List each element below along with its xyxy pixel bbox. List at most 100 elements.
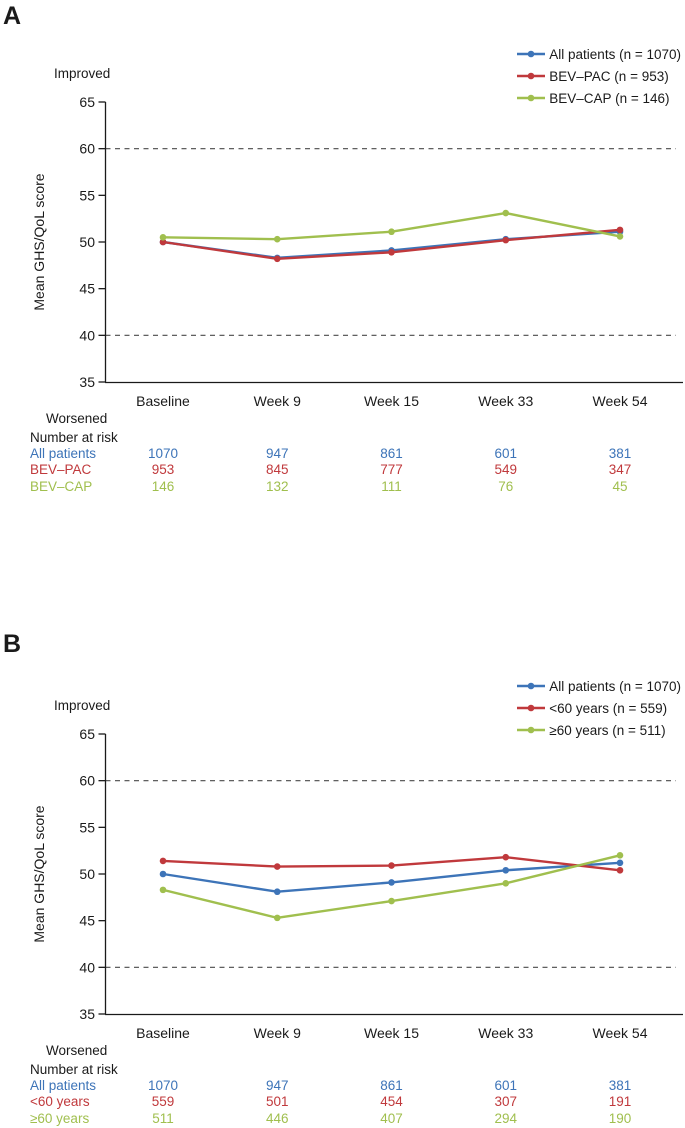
worsened-label: Worsened (46, 1043, 108, 1058)
data-point (502, 853, 510, 861)
risk-row-label: All patients (30, 1078, 97, 1093)
y-tick-label: 35 (79, 374, 95, 390)
line-chart: 35 40 45 50 55 60 65 Mean GHS/QoL score Baseline… (31, 726, 683, 1041)
data-point (502, 866, 510, 874)
risk-value: 191 (608, 1094, 632, 1110)
risk-value: 132 (265, 478, 289, 494)
data-point (273, 914, 281, 922)
panel-a: A All patients (n = 1070) BEV–PAC (n = 95… (0, 2, 685, 494)
data-point (388, 897, 395, 905)
panel-label: B (3, 630, 22, 658)
risk-value: 549 (494, 462, 518, 478)
risk-value: 501 (265, 1094, 289, 1110)
panel-content: All patients (n = 1070) <60 years (n = 55… (0, 632, 685, 1128)
data-point (273, 863, 281, 870)
risk-value: 947 (265, 1078, 289, 1093)
legend-item: All patients (n = 1070) (516, 47, 681, 62)
y-tick-label: 40 (79, 959, 95, 975)
x-tick-label: Week 9 (254, 393, 301, 409)
risk-value: 446 (265, 1110, 289, 1126)
legend-label: BEV–PAC (n = 953) (549, 68, 669, 84)
data-point (502, 236, 510, 244)
risk-row-label: <60 years (30, 1094, 90, 1110)
data-point (159, 870, 167, 878)
x-tick-label: Week 54 (593, 393, 648, 409)
data-point (616, 859, 624, 867)
risk-row-label: BEV–CAP (30, 478, 93, 494)
risk-value: 307 (494, 1094, 518, 1110)
risk-value: 947 (265, 446, 289, 461)
data-point (616, 233, 624, 240)
risk-value: 45 (612, 478, 628, 494)
risk-row-label: BEV–PAC (30, 462, 92, 478)
legend-item: ≥60 years (n = 511) (516, 722, 681, 738)
risk-value: 146 (151, 478, 175, 494)
legend-marker-icon (517, 726, 546, 734)
y-tick-label: 50 (79, 866, 95, 882)
y-tick-label: 65 (79, 726, 95, 742)
y-tick-label: 60 (79, 773, 95, 789)
data-point (159, 886, 167, 894)
risk-row: All patients 1070 947 861 601 381 (0, 1078, 685, 1093)
legend-marker-icon (517, 72, 546, 80)
risk-value: 1070 (147, 446, 179, 461)
y-axis-title: Mean GHS/QoL score (31, 805, 47, 942)
worsened-label: Worsened (46, 411, 108, 426)
data-point (616, 852, 624, 859)
number-at-risk-table: All patients 1070 947 861 601 381 <60 years 559… (0, 632, 685, 1128)
number-at-risk-label: Number at risk (30, 1062, 118, 1077)
legend-label: All patients (n = 1070) (549, 678, 681, 694)
y-tick-label: 55 (79, 819, 95, 835)
risk-value: 559 (151, 1094, 175, 1110)
panel-content: All patients (n = 1070) BEV–PAC (n = 953)… (0, 47, 685, 494)
risk-value: 454 (380, 1094, 403, 1110)
risk-row: BEV–PAC 953 845 777 549 347 (0, 462, 685, 477)
risk-value: 381 (608, 1078, 632, 1093)
risk-row: ≥60 years 511 446 407 294 190 (0, 1111, 685, 1126)
x-tick-label: Week 33 (478, 1025, 533, 1041)
chart-legend: All patients (n = 1070) BEV–PAC (n = 953)… (516, 47, 681, 113)
risk-value: 601 (494, 1078, 518, 1093)
panel-label: A (3, 2, 22, 30)
risk-row-label: All patients (30, 446, 97, 461)
line-chart: 35 40 45 50 55 60 65 Mean GHS/QoL score Baseline… (31, 94, 683, 409)
chart-legend: All patients (n = 1070) <60 years (n = 55… (516, 679, 681, 745)
risk-value: 861 (380, 1078, 403, 1093)
risk-value: 601 (494, 446, 518, 461)
data-point (502, 209, 510, 217)
y-tick-label: 45 (79, 281, 95, 297)
data-point (273, 888, 281, 896)
x-tick-label: Baseline (136, 393, 190, 409)
data-point (388, 879, 395, 886)
x-tick-label: Week 15 (364, 393, 419, 409)
risk-value: 1070 (147, 1078, 179, 1093)
panel-b: B All patients (n = 1070) <60 years (n = … (0, 620, 685, 1128)
risk-value: 511 (152, 1110, 174, 1126)
y-tick-label: 65 (79, 94, 95, 110)
data-point (388, 248, 395, 256)
data-point (502, 880, 510, 887)
legend-item: All patients (n = 1070) (516, 678, 681, 694)
y-tick-label: 50 (79, 234, 95, 250)
legend-label: ≥60 years (n = 511) (549, 722, 666, 738)
y-tick-label: 35 (79, 1006, 95, 1022)
number-at-risk-table: All patients 1070 947 861 601 381 BEV–PAC 953 84… (0, 446, 685, 494)
risk-value: 407 (380, 1110, 403, 1126)
data-point (159, 234, 167, 241)
risk-value: 190 (608, 1110, 632, 1126)
risk-row: <60 years 559 501 454 307 191 (0, 1094, 685, 1109)
risk-value: 347 (608, 462, 632, 478)
y-tick-label: 60 (79, 141, 95, 157)
x-tick-label: Week 54 (593, 1025, 648, 1041)
risk-value: 294 (494, 1110, 518, 1126)
risk-row: BEV–CAP 146 132 111 76 45 (0, 479, 685, 494)
risk-row: All patients 1070 947 861 601 381 (0, 446, 685, 461)
data-point (159, 857, 167, 865)
y-tick-label: 40 (79, 327, 95, 343)
legend-label: BEV–CAP (n = 146) (549, 90, 670, 106)
legend-marker-icon (517, 704, 546, 712)
risk-value: 381 (608, 446, 632, 461)
y-axis-title: Mean GHS/QoL score (31, 173, 47, 310)
data-point (273, 255, 281, 263)
